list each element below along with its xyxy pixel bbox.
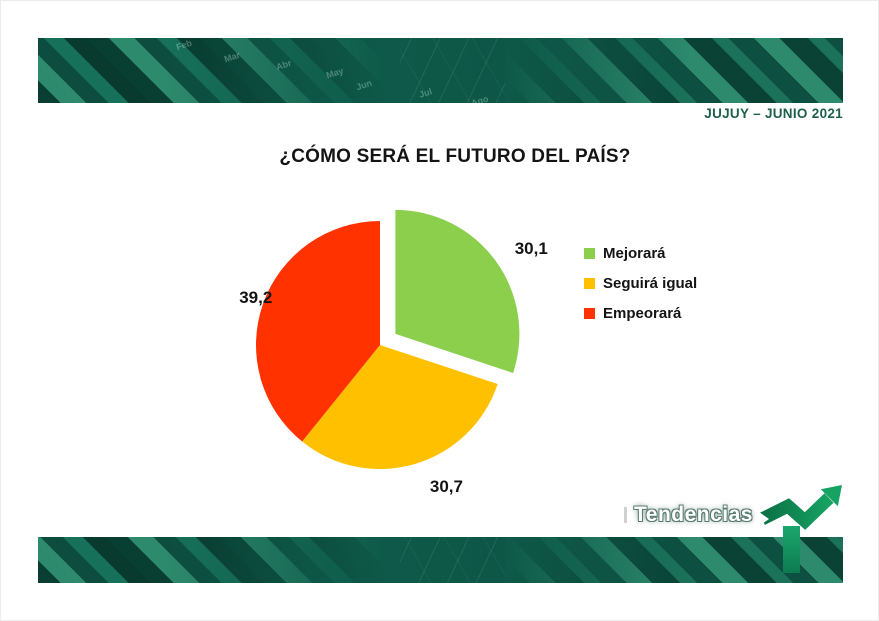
pie-slice: [255, 221, 380, 442]
legend-label: Seguirá igual: [603, 274, 698, 292]
legend-item-empeorara: Empeorará: [584, 298, 697, 328]
trend-arrow-icon: [755, 485, 842, 573]
pie-value-label-empeorara: 39,2: [239, 287, 273, 307]
legend-item-mejorara: Mejorará: [584, 238, 697, 268]
banner-stripes-left: [38, 38, 401, 103]
bottom-banner: [38, 537, 843, 583]
banner-month-watermark: Ago: [469, 93, 490, 103]
chart-legend: Mejorará Seguirá igual Empeorará: [584, 238, 697, 328]
logo-tick: [624, 507, 627, 523]
legend-swatch-mejorara: [584, 247, 595, 259]
legend-label: Empeorará: [603, 304, 682, 322]
top-banner: Feb Mar Abr May Jun Jul Ago: [38, 38, 843, 103]
pie-value-label-seguira-igual: 30,7: [429, 476, 463, 496]
legend-item-seguira-igual: Seguirá igual: [584, 268, 697, 298]
logo-text: Tendencias: [634, 503, 753, 526]
banner-stripes-left: [38, 537, 401, 583]
legend-swatch-seguira-igual: [584, 277, 595, 289]
pie-value-label-mejorara: 30,1: [514, 238, 548, 258]
header-badge: JUJUY – JUNIO 2021: [704, 106, 843, 121]
pie-slice: [395, 209, 520, 373]
banner-month-watermark: Jul: [417, 86, 434, 100]
legend-label: Mejorará: [603, 244, 666, 262]
legend-swatch-empeorara: [584, 307, 595, 319]
pie-slice: [302, 345, 498, 469]
banner-stripes-right: [504, 38, 843, 103]
page-title: ¿CÓMO SERÁ EL FUTURO DEL PAÍS?: [279, 146, 631, 167]
